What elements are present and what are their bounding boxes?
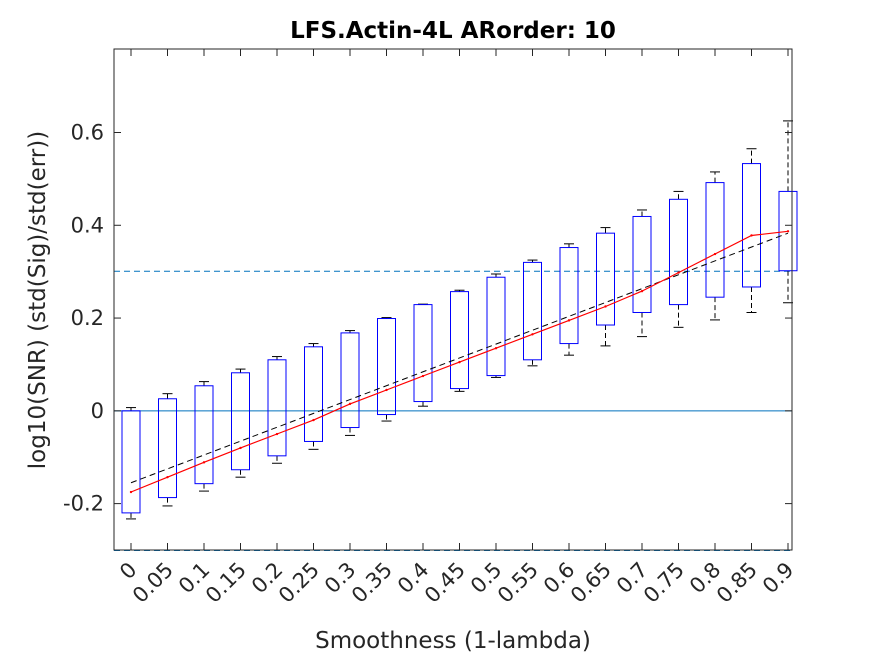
median-point-9 [458, 360, 461, 364]
box-rect-16 [705, 182, 725, 298]
median-point-11 [531, 333, 534, 336]
y-tick-label-1: 0 [91, 399, 104, 423]
box-13 [596, 227, 615, 347]
median-point-15 [677, 271, 680, 274]
median-point-10 [494, 347, 498, 350]
box-15 [669, 190, 688, 328]
box-4 [267, 356, 287, 464]
box-0 [121, 407, 141, 520]
box-rect-17 [742, 163, 761, 288]
box-rect-2 [194, 385, 214, 485]
box-12 [559, 243, 579, 356]
y-axis-label: log10(SNR) (std(Sig)/std(err)) [25, 131, 51, 469]
box-rect-10 [486, 276, 506, 377]
y-tick-label-0: -0.2 [63, 492, 104, 516]
median-point-0 [129, 490, 133, 494]
median-point-2 [202, 461, 206, 464]
box-1 [158, 393, 177, 507]
box-7 [377, 317, 396, 422]
box-rect-11 [523, 261, 542, 361]
boxes-group [121, 120, 798, 520]
box-9 [450, 289, 469, 392]
median-point-7 [385, 388, 388, 392]
median-point-1 [166, 475, 169, 479]
median-point-3 [239, 446, 242, 450]
lines-group [129, 230, 790, 494]
box-rect-3 [231, 372, 250, 471]
box-11 [523, 259, 542, 367]
box-rect-15 [669, 198, 688, 306]
box-rect-9 [450, 291, 469, 390]
box-16 [705, 171, 725, 321]
box-5 [304, 343, 323, 450]
median-point-18 [786, 230, 790, 233]
axes-frame [113, 48, 793, 551]
box-18 [778, 120, 798, 304]
box-rect-18 [778, 190, 798, 272]
y-tick-label-2: 0.2 [71, 306, 104, 330]
box-3 [231, 368, 250, 478]
plot-area [114, 49, 792, 550]
box-rect-7 [377, 318, 396, 416]
y-tick-label-4: 0.6 [71, 121, 104, 145]
y-axis-ticks: -0.2 0 0.2 0.4 0.6 [63, 121, 792, 516]
chart-title: LFS.Actin-4L ARorder: 10 [290, 18, 616, 44]
median-point-4 [275, 432, 279, 436]
y-tick-label-3: 0.4 [71, 213, 104, 237]
median-point-17 [750, 234, 753, 237]
box-14 [632, 209, 652, 338]
box-6 [340, 330, 360, 436]
box-rect-1 [158, 398, 177, 499]
box-rect-0 [121, 410, 141, 514]
box-rect-13 [596, 232, 615, 326]
box-rect-6 [340, 332, 360, 429]
box-rect-4 [267, 359, 287, 457]
box-8 [413, 303, 433, 407]
trend-line [130, 232, 789, 484]
box-rect-14 [632, 215, 652, 313]
median-point-5 [312, 418, 315, 422]
box-rect-12 [559, 247, 579, 345]
box-rect-5 [304, 346, 323, 442]
median-point-12 [567, 319, 571, 322]
box-rect-8 [413, 304, 433, 403]
box-10 [486, 273, 506, 378]
median-point-8 [421, 374, 425, 378]
median-point-6 [348, 402, 352, 406]
median-point-16 [713, 252, 717, 256]
median-point-14 [640, 289, 644, 293]
box-17 [742, 148, 761, 313]
x-axis-label: Smoothness (1-lambda) [315, 628, 591, 654]
median-point-13 [604, 305, 607, 308]
box-2 [194, 381, 214, 492]
